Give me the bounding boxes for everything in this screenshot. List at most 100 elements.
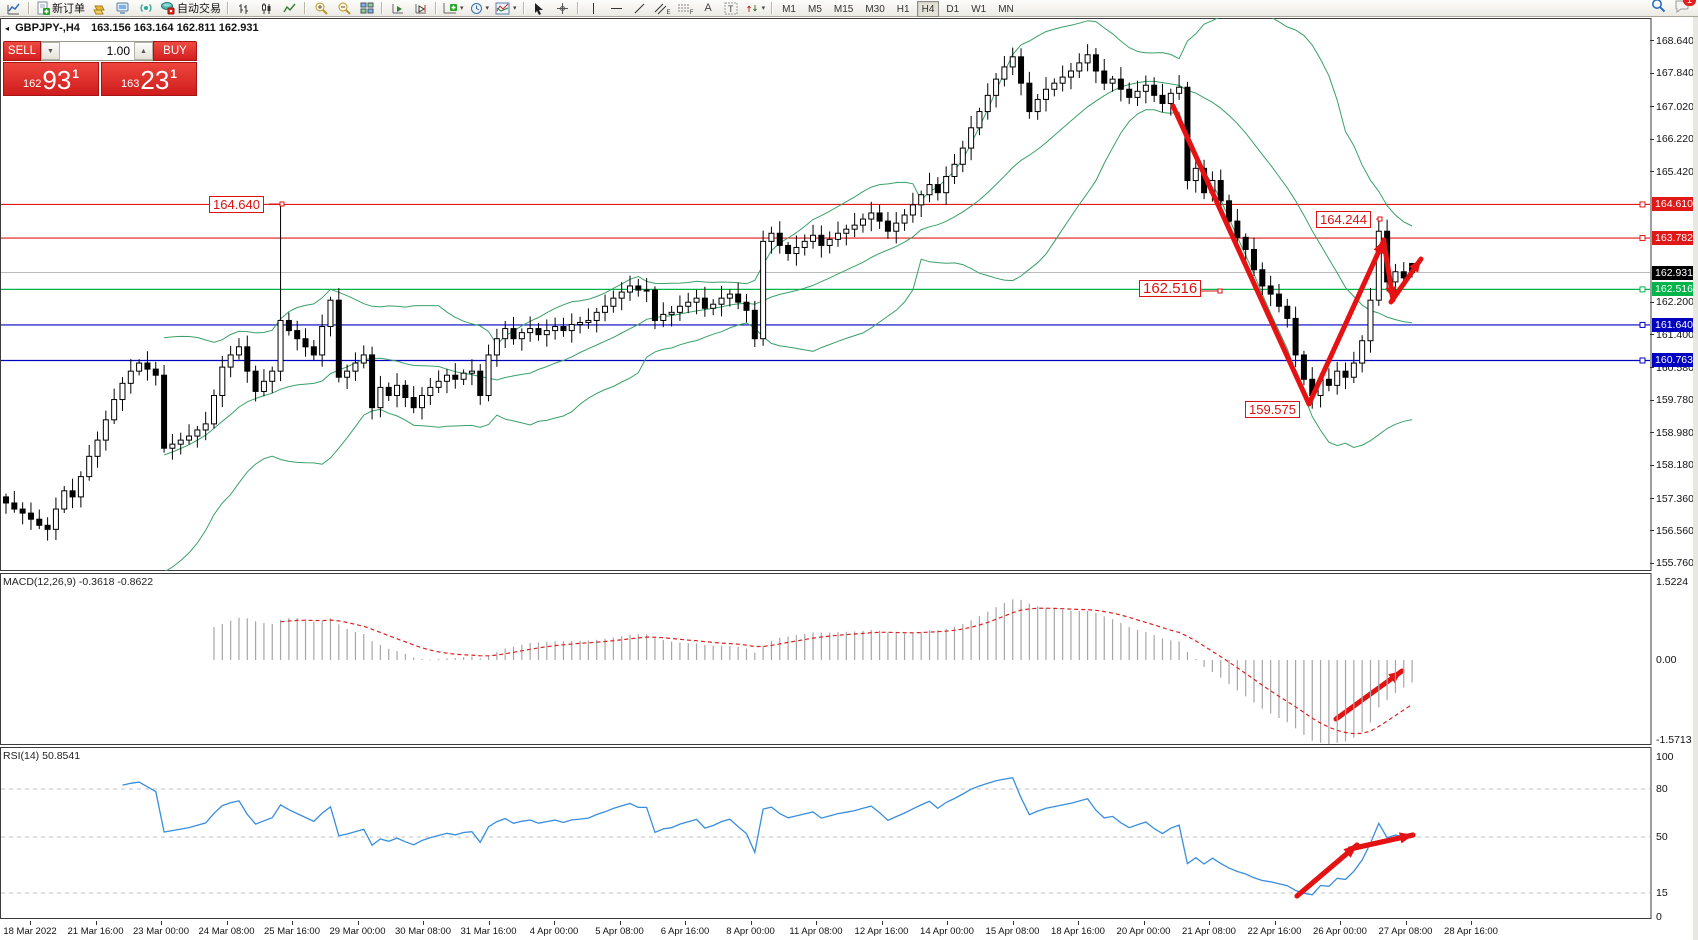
time-tick xyxy=(685,921,686,925)
timeframe-h1[interactable]: H1 xyxy=(896,3,910,15)
sell-button[interactable]: SELL xyxy=(3,41,41,61)
price-tick-label: 158.980 xyxy=(1656,426,1694,439)
lot-increase-button[interactable]: ▲ xyxy=(134,42,153,60)
gold-symbol-icon[interactable] xyxy=(88,0,111,17)
price-tick xyxy=(1650,301,1654,303)
rsi-canvas[interactable] xyxy=(0,747,1652,919)
price-tick xyxy=(1650,171,1654,173)
timeframe-mn[interactable]: MN xyxy=(998,3,1014,15)
rsi-axis-label: 0 xyxy=(1656,911,1662,923)
add-indicator-button[interactable]: ▾ xyxy=(440,0,467,17)
rsi-pane[interactable]: RSI(14) 50.8541 xyxy=(0,747,1652,919)
buy-price-button[interactable]: 163 23 1 xyxy=(101,62,197,96)
timeframe-w1[interactable]: W1 xyxy=(971,3,987,15)
price-tick-label: 167.020 xyxy=(1656,100,1694,113)
separator xyxy=(381,2,383,14)
zoom-in-icon[interactable] xyxy=(309,0,332,17)
horizontal-line-tool-icon[interactable] xyxy=(605,0,628,17)
bar-chart-type-icon[interactable] xyxy=(232,0,255,17)
tile-windows-icon[interactable] xyxy=(355,0,378,17)
price-tick-label: 157.360 xyxy=(1656,492,1694,505)
price-tick-label: 165.420 xyxy=(1656,165,1694,178)
timeframe-d1[interactable]: D1 xyxy=(946,3,960,15)
vertical-line-tool-icon[interactable] xyxy=(582,0,605,17)
price-annotation[interactable]: 162.516 xyxy=(1139,280,1202,297)
one-click-trading-widget: SELL ▼ 1.00 ▲ BUY 162 93 1 163 23 1 xyxy=(3,41,197,96)
macd-label: MACD(12,26,9) -0.3618 -0.8622 xyxy=(3,576,153,588)
arrows-tool-button[interactable]: ▾ xyxy=(743,0,769,17)
time-axis[interactable]: 18 Mar 2022 21 Mar 16:00 23 Mar 00:00 24 Ma… xyxy=(0,921,1698,940)
auto-scroll-icon[interactable] xyxy=(386,0,409,17)
time-tick-label: 20 Apr 00:00 xyxy=(1116,926,1171,937)
price-tick xyxy=(1650,562,1654,564)
chevron-down-icon: ▾ xyxy=(485,5,490,12)
time-tick xyxy=(1405,921,1407,925)
time-tick xyxy=(554,921,555,925)
main-chart-pane[interactable]: ◂ GBPJPY-,H4 163.156 163.164 162.811 162… xyxy=(0,18,1652,571)
new-order-button[interactable]: 新订单 xyxy=(33,0,88,17)
timeframe-m30[interactable]: M30 xyxy=(865,3,885,15)
price-axis[interactable]: 168.640 167.840 167.020 166.220 165.420 162.2… xyxy=(1650,18,1696,923)
buy-button[interactable]: BUY xyxy=(153,41,197,61)
templates-button[interactable]: ▾ xyxy=(492,0,520,17)
signals-icon[interactable] xyxy=(134,0,157,17)
zoom-out-icon[interactable] xyxy=(332,0,355,17)
candlestick-chart-type-icon[interactable] xyxy=(255,0,278,17)
crosshair-icon[interactable] xyxy=(551,0,574,17)
time-tick xyxy=(423,921,424,925)
time-tick xyxy=(1274,921,1276,925)
lot-decrease-button[interactable]: ▼ xyxy=(41,42,60,60)
macd-axis-label: 1.5224 xyxy=(1656,576,1689,589)
price-annotation[interactable]: 164.640 xyxy=(209,196,264,213)
separator xyxy=(28,2,30,14)
time-tick-label: 31 Mar 16:00 xyxy=(460,926,517,937)
label-tool-icon[interactable]: T xyxy=(720,0,743,17)
chart-shift-icon[interactable] xyxy=(409,0,432,17)
market-icon[interactable] xyxy=(111,0,134,17)
macd-canvas[interactable] xyxy=(0,573,1652,745)
macd-pane[interactable]: MACD(12,26,9) -0.3618 -0.8622 xyxy=(0,573,1652,745)
window-edge xyxy=(1693,0,1698,940)
search-icon[interactable] xyxy=(1651,0,1666,18)
timeframe-m15[interactable]: M15 xyxy=(833,3,854,15)
channel-tool-icon[interactable]: E xyxy=(651,0,674,17)
price-tick xyxy=(1650,464,1654,466)
sell-price-button[interactable]: 162 93 1 xyxy=(3,62,99,96)
text-tool-icon[interactable]: A xyxy=(697,0,720,17)
macd-axis-label: -1.5713 xyxy=(1656,734,1692,747)
price-tick xyxy=(1650,530,1654,532)
timeframe-m5[interactable]: M5 xyxy=(807,3,822,15)
timeframe-m1[interactable]: M1 xyxy=(782,3,796,15)
chevron-down-icon: ▾ xyxy=(761,5,766,12)
trendline-tool-icon[interactable] xyxy=(628,0,651,17)
time-tick-label: 11 Apr 08:00 xyxy=(789,926,843,937)
autotrade-button[interactable]: 自动交易 xyxy=(157,0,224,17)
timeframe-h4[interactable]: H4 xyxy=(916,1,940,18)
time-tick xyxy=(30,921,31,925)
price-tick xyxy=(1650,432,1654,434)
price-level-badge: 163.782 xyxy=(1652,231,1696,246)
chart-title: ◂ GBPJPY-,H4 163.156 163.164 162.811 162… xyxy=(5,22,259,34)
price-annotation[interactable]: 164.244 xyxy=(1316,211,1371,228)
lot-size-stepper: ▼ 1.00 ▲ xyxy=(41,41,153,61)
periodicity-clock-button[interactable]: ▾ xyxy=(467,0,493,17)
time-tick-label: 21 Mar 16:00 xyxy=(67,926,124,937)
price-tick-label: 166.220 xyxy=(1656,133,1694,146)
line-chart-type-icon[interactable] xyxy=(278,0,301,17)
fibonacci-tool-icon[interactable]: F xyxy=(674,0,697,17)
price-tick xyxy=(1650,399,1654,401)
price-level-badge: 162.931 xyxy=(1652,265,1696,280)
price-annotation[interactable]: 159.575 xyxy=(1245,401,1300,418)
macd-value-signal: -0.8622 xyxy=(117,576,154,588)
rsi-axis-label: 100 xyxy=(1656,751,1674,763)
sell-price-pip: 1 xyxy=(72,67,79,81)
main-chart-canvas[interactable] xyxy=(0,18,1652,571)
time-tick-label: 15 Apr 08:00 xyxy=(985,926,1040,937)
lot-size-value[interactable]: 1.00 xyxy=(106,44,130,58)
chevron-down-icon: ▾ xyxy=(460,5,464,12)
price-tick xyxy=(1650,40,1654,42)
price-level-badge: 161.640 xyxy=(1652,317,1696,332)
cursor-icon[interactable] xyxy=(528,0,551,17)
chat-icon[interactable]: 1 xyxy=(1674,0,1696,18)
chart-window-icon[interactable] xyxy=(2,0,25,17)
